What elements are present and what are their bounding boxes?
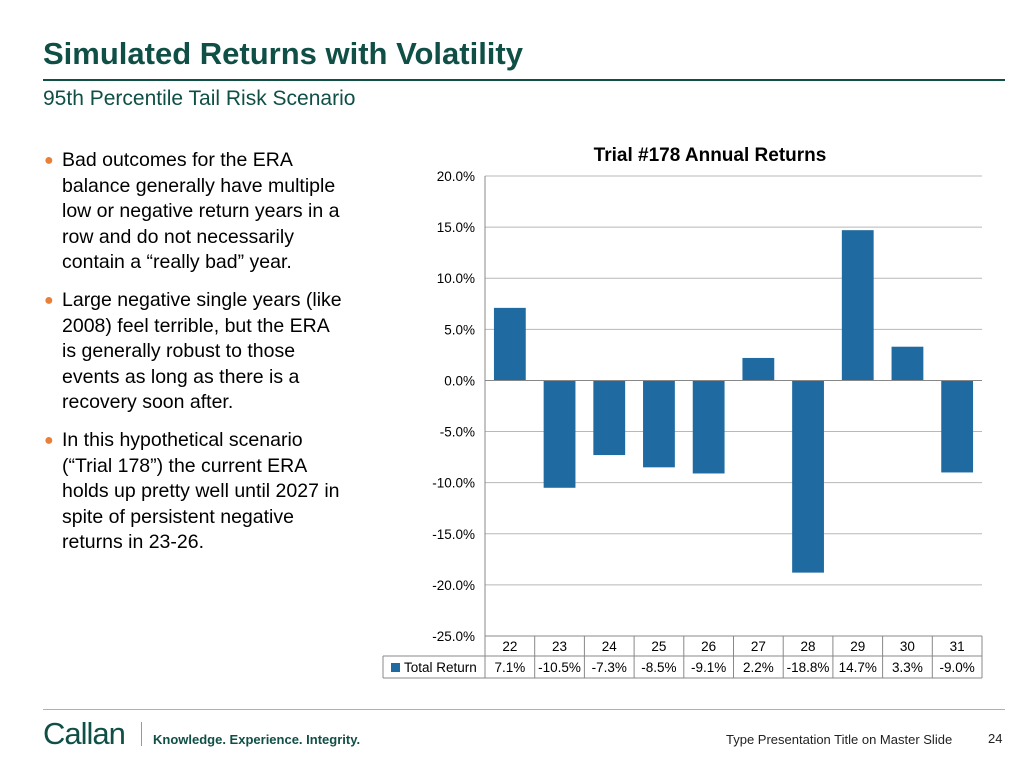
y-tick-label: -25.0% xyxy=(432,629,475,644)
bar-24 xyxy=(593,380,626,456)
y-tick-label: 20.0% xyxy=(437,169,475,184)
bullet-dot-icon: ● xyxy=(44,152,54,169)
data-label: -18.8% xyxy=(787,660,830,675)
data-label: -7.3% xyxy=(592,660,627,675)
page-number: 24 xyxy=(988,731,1003,746)
y-axis-tick-labels: 20.0% 15.0% 10.0% 5.0% 0.0% -5.0% -10.0% -15.0%… xyxy=(432,169,475,644)
bullet-dot-icon: ● xyxy=(44,431,54,449)
x-tick-label: 30 xyxy=(900,639,915,654)
bullet-item: ● Large negative single years (like 2008… xyxy=(44,288,344,416)
chart-title: Trial #178 Annual Returns xyxy=(594,145,827,166)
x-tick-label: 26 xyxy=(701,639,716,654)
y-tick-label: -15.0% xyxy=(432,527,475,542)
x-tick-label: 25 xyxy=(651,639,666,654)
legend-label: Total Return xyxy=(404,660,477,675)
bullet-text: Bad outcomes for the ERA balance general… xyxy=(62,149,340,274)
footer-divider xyxy=(43,709,1005,710)
data-label: -9.1% xyxy=(691,660,726,675)
data-label: 14.7% xyxy=(839,660,877,675)
bar-30 xyxy=(891,346,924,381)
bullet-list: ● Bad outcomes for the ERA balance gener… xyxy=(44,148,344,568)
y-tick-label: -5.0% xyxy=(440,425,475,440)
bar-25 xyxy=(643,380,675,468)
presentation-title: Type Presentation Title on Master Slide xyxy=(726,732,953,747)
x-tick-label: 31 xyxy=(950,639,965,654)
bullet-text: In this hypothetical scenario (“Trial 17… xyxy=(62,428,340,554)
bullet-item: ● In this hypothetical scenario (“Trial … xyxy=(44,428,344,556)
slide-title: Simulated Returns with Volatility xyxy=(43,36,523,71)
x-tick-label: 23 xyxy=(552,639,567,654)
bullet-item: ● Bad outcomes for the ERA balance gener… xyxy=(44,148,344,276)
bar-27 xyxy=(742,357,775,381)
data-label: 2.2% xyxy=(743,660,774,675)
bar-22 xyxy=(493,307,526,381)
title-divider xyxy=(43,79,1005,81)
data-label: -8.5% xyxy=(641,660,676,675)
bullet-dot-icon: ● xyxy=(44,291,54,309)
bars xyxy=(493,230,974,573)
x-tick-label: 28 xyxy=(801,639,816,654)
y-tick-label: -10.0% xyxy=(432,476,475,491)
bullet-text: Large negative single years (like 2008) … xyxy=(62,288,342,414)
callan-logo: Callan xyxy=(43,716,126,751)
bar-23 xyxy=(543,380,576,488)
x-tick-label: 24 xyxy=(602,639,618,654)
x-tick-label: 22 xyxy=(502,639,517,654)
data-table: 22 7.1% 23 -10.5% 24 -7.3% 25 -8.5% 26 -9.1% 27 2.2… xyxy=(382,635,983,679)
bar-26 xyxy=(692,380,725,474)
legend-swatch xyxy=(391,663,400,672)
y-tick-label: 0.0% xyxy=(444,373,475,388)
axes xyxy=(484,176,982,636)
logo-separator xyxy=(141,722,142,746)
bar-29 xyxy=(841,230,874,381)
data-label: 7.1% xyxy=(494,660,525,675)
annual-returns-chart: Trial #178 Annual Returns 20.0% 15.0% 10.0… xyxy=(382,145,983,679)
y-tick-label: 5.0% xyxy=(444,322,475,337)
bar-28 xyxy=(792,380,824,573)
data-label: 3.3% xyxy=(892,660,923,675)
y-tick-label: -20.0% xyxy=(432,578,475,593)
y-tick-label: 15.0% xyxy=(437,220,475,235)
data-label: -9.0% xyxy=(940,660,975,675)
data-label: -10.5% xyxy=(538,660,581,675)
x-tick-label: 29 xyxy=(850,639,865,654)
bar-31 xyxy=(941,380,974,473)
y-tick-label: 10.0% xyxy=(437,271,475,286)
tagline: Knowledge. Experience. Integrity. xyxy=(153,732,361,747)
slide-subtitle: 95th Percentile Tail Risk Scenario xyxy=(43,87,356,110)
x-tick-label: 27 xyxy=(751,639,766,654)
